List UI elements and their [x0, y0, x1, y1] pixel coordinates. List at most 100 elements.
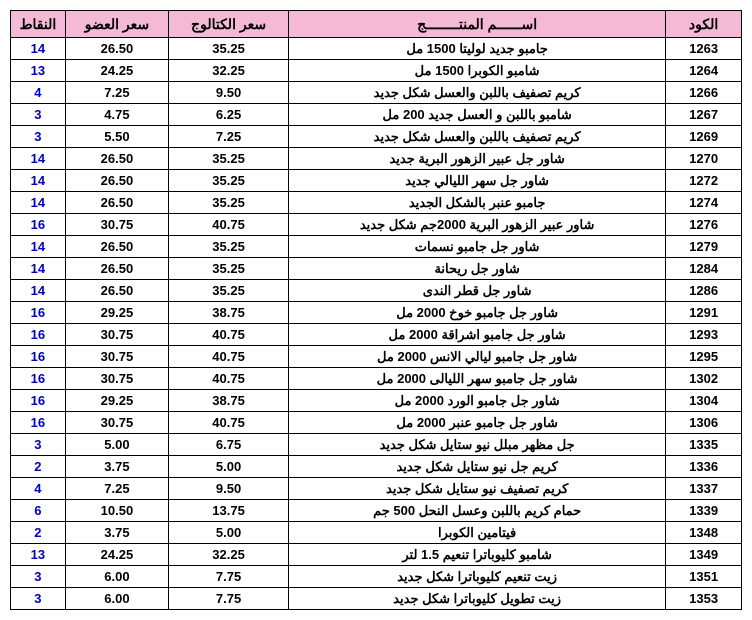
- table-row: 1279شاور جل جامبو نسمات35.2526.5014: [11, 236, 742, 258]
- cell-code: 1266: [666, 82, 742, 104]
- cell-points: 14: [11, 38, 66, 60]
- cell-code: 1335: [666, 434, 742, 456]
- cell-member: 7.25: [65, 82, 168, 104]
- cell-name: شامبو الكوبرا 1500 مل: [289, 60, 666, 82]
- cell-catalog: 35.25: [169, 148, 289, 170]
- cell-member: 3.75: [65, 522, 168, 544]
- cell-points: 16: [11, 368, 66, 390]
- cell-member: 26.50: [65, 236, 168, 258]
- cell-name: شاور جل جامبو عنبر 2000 مل: [289, 412, 666, 434]
- table-row: 1335جل مظهر مبلل نيو ستايل شكل جديد6.755…: [11, 434, 742, 456]
- table-row: 1351زيت تنعيم كليوباترا شكل جديد7.756.00…: [11, 566, 742, 588]
- cell-member: 4.75: [65, 104, 168, 126]
- cell-member: 30.75: [65, 214, 168, 236]
- cell-catalog: 5.00: [169, 456, 289, 478]
- cell-catalog: 35.25: [169, 170, 289, 192]
- cell-catalog: 40.75: [169, 412, 289, 434]
- table-row: 1267شامبو باللبن و العسل جديد 200 مل6.25…: [11, 104, 742, 126]
- cell-name: شامبو باللبن و العسل جديد 200 مل: [289, 104, 666, 126]
- cell-catalog: 5.00: [169, 522, 289, 544]
- cell-member: 26.50: [65, 38, 168, 60]
- cell-code: 1339: [666, 500, 742, 522]
- cell-catalog: 7.25: [169, 126, 289, 148]
- header-code: الكود: [666, 11, 742, 38]
- cell-code: 1337: [666, 478, 742, 500]
- cell-name: زيت تنعيم كليوباترا شكل جديد: [289, 566, 666, 588]
- header-points: النقاط: [11, 11, 66, 38]
- cell-name: شاور جل جامبو الورد 2000 مل: [289, 390, 666, 412]
- cell-code: 1279: [666, 236, 742, 258]
- table-row: 1269كريم تصفيف باللبن والعسل شكل جديد7.2…: [11, 126, 742, 148]
- cell-name: شامبو كليوباترا تنعيم 1.5 لتر: [289, 544, 666, 566]
- cell-points: 14: [11, 170, 66, 192]
- cell-catalog: 38.75: [169, 302, 289, 324]
- cell-catalog: 9.50: [169, 478, 289, 500]
- cell-code: 1306: [666, 412, 742, 434]
- table-row: 1306شاور جل جامبو عنبر 2000 مل40.7530.75…: [11, 412, 742, 434]
- cell-member: 26.50: [65, 170, 168, 192]
- cell-name: شاور جل جامبو سهر الليالى 2000 مل: [289, 368, 666, 390]
- table-row: 1304شاور جل جامبو الورد 2000 مل38.7529.2…: [11, 390, 742, 412]
- cell-points: 14: [11, 236, 66, 258]
- cell-catalog: 35.25: [169, 192, 289, 214]
- cell-name: كريم تصفيف باللبن والعسل شكل جديد: [289, 126, 666, 148]
- cell-points: 2: [11, 456, 66, 478]
- cell-name: كريم تصفيف باللبن والعسل شكل جديد: [289, 82, 666, 104]
- cell-code: 1270: [666, 148, 742, 170]
- cell-catalog: 40.75: [169, 324, 289, 346]
- table-row: 1286شاور جل قطر الندى35.2526.5014: [11, 280, 742, 302]
- cell-name: شاور جل عبير الزهور البرية جديد: [289, 148, 666, 170]
- cell-catalog: 40.75: [169, 368, 289, 390]
- header-member: سعر العضو: [65, 11, 168, 38]
- cell-member: 30.75: [65, 412, 168, 434]
- cell-name: جل مظهر مبلل نيو ستايل شكل جديد: [289, 434, 666, 456]
- cell-points: 14: [11, 148, 66, 170]
- cell-member: 29.25: [65, 302, 168, 324]
- header-name: اســــــم المنتــــــــج: [289, 11, 666, 38]
- cell-points: 16: [11, 324, 66, 346]
- cell-member: 26.50: [65, 148, 168, 170]
- cell-name: زيت تطويل كليوباترا شكل جديد: [289, 588, 666, 610]
- cell-points: 3: [11, 566, 66, 588]
- cell-points: 16: [11, 412, 66, 434]
- cell-catalog: 40.75: [169, 214, 289, 236]
- cell-points: 4: [11, 478, 66, 500]
- table-header-row: الكود اســــــم المنتــــــــج سعر الكتا…: [11, 11, 742, 38]
- cell-code: 1272: [666, 170, 742, 192]
- cell-code: 1274: [666, 192, 742, 214]
- cell-code: 1267: [666, 104, 742, 126]
- cell-catalog: 32.25: [169, 60, 289, 82]
- cell-code: 1284: [666, 258, 742, 280]
- cell-points: 14: [11, 280, 66, 302]
- cell-points: 2: [11, 522, 66, 544]
- cell-points: 13: [11, 60, 66, 82]
- cell-code: 1286: [666, 280, 742, 302]
- table-row: 1295شاور جل جامبو ليالي الانس 2000 مل40.…: [11, 346, 742, 368]
- cell-code: 1304: [666, 390, 742, 412]
- cell-code: 1291: [666, 302, 742, 324]
- table-row: 1272شاور جل سهر الليالي جديد35.2526.5014: [11, 170, 742, 192]
- cell-name: حمام كريم باللبن وعسل النحل 500 جم: [289, 500, 666, 522]
- table-row: 1336كريم جل نيو ستايل شكل جديد5.003.752: [11, 456, 742, 478]
- cell-points: 3: [11, 588, 66, 610]
- cell-code: 1351: [666, 566, 742, 588]
- cell-catalog: 35.25: [169, 38, 289, 60]
- cell-catalog: 7.75: [169, 566, 289, 588]
- cell-catalog: 35.25: [169, 258, 289, 280]
- cell-catalog: 32.25: [169, 544, 289, 566]
- cell-name: شاور جل جامبو ليالي الانس 2000 مل: [289, 346, 666, 368]
- cell-points: 3: [11, 126, 66, 148]
- cell-code: 1276: [666, 214, 742, 236]
- table-row: 1284شاور جل ريحانة35.2526.5014: [11, 258, 742, 280]
- cell-name: شاور جل ريحانة: [289, 258, 666, 280]
- table-row: 1274جامبو عنبر بالشكل الجديد35.2526.5014: [11, 192, 742, 214]
- cell-member: 30.75: [65, 346, 168, 368]
- cell-name: شاور عبير الزهور البرية 2000جم شكل جديد: [289, 214, 666, 236]
- table-row: 1266كريم تصفيف باللبن والعسل شكل جديد9.5…: [11, 82, 742, 104]
- cell-code: 1302: [666, 368, 742, 390]
- cell-catalog: 13.75: [169, 500, 289, 522]
- cell-name: شاور جل جامبو اشراقة 2000 مل: [289, 324, 666, 346]
- cell-member: 26.50: [65, 258, 168, 280]
- cell-code: 1269: [666, 126, 742, 148]
- cell-member: 30.75: [65, 324, 168, 346]
